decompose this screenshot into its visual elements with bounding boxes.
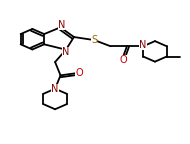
Text: O: O	[120, 55, 127, 65]
Text: N: N	[58, 20, 65, 30]
Text: N: N	[62, 47, 69, 57]
Text: O: O	[75, 68, 83, 78]
Text: N: N	[139, 40, 147, 50]
Text: N: N	[51, 84, 59, 94]
Text: S: S	[91, 35, 97, 45]
